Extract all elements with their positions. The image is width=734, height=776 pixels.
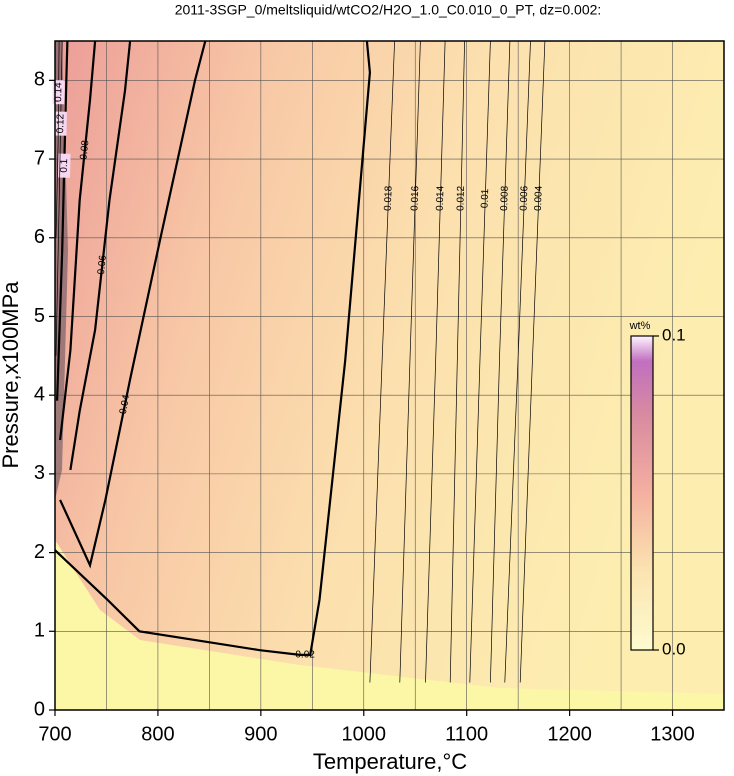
x-tick-label: 900	[244, 723, 277, 745]
contour-line	[449, 40, 465, 683]
contour-line	[54, 40, 372, 656]
contour-label-group: 0.014	[435, 185, 447, 211]
colorbar-label: wt%	[629, 320, 651, 332]
contour-line	[425, 40, 446, 683]
contour-label: 0.014	[435, 185, 447, 211]
contour-label-group: 0.01	[480, 188, 492, 208]
contour-line	[519, 40, 546, 683]
x-axis-label: Temperature,°C	[313, 749, 467, 774]
contour-label: 0.018	[383, 185, 395, 211]
y-tick-label: 3	[34, 462, 45, 484]
y-axis-label: Pressure,x100MPa	[0, 281, 23, 469]
contour-line	[55, 40, 60, 238]
contour-label-group: 0.012	[455, 185, 467, 211]
x-tick-label: 1300	[650, 723, 695, 745]
field	[55, 41, 724, 710]
contour-label: 0.1	[59, 158, 70, 173]
y-tick-label: 6	[34, 226, 45, 248]
contour-line	[399, 40, 421, 683]
contour-label-group: 0.006	[518, 185, 530, 211]
plot-frame	[54, 40, 725, 711]
contour-label-group: 0.1	[58, 153, 71, 178]
contour-label: 0.016	[409, 185, 421, 211]
y-tick-label: 0	[34, 698, 45, 720]
contour-line	[369, 40, 395, 683]
y-tick-label: 2	[34, 541, 45, 563]
contour-label-group: 0.06	[96, 254, 109, 275]
contour-line	[69, 40, 132, 471]
contour-line	[59, 40, 97, 441]
colorbar	[630, 335, 654, 651]
contour-label-group: 0.04	[118, 394, 133, 416]
x-tick-label: 1000	[342, 723, 387, 745]
contour-label-group: 0.004	[533, 185, 545, 211]
contour-label: 0.08	[78, 139, 91, 160]
chart-title: 2011-3SGP_0/meltsliquid/wtCO2/H2O_1.0_C0…	[175, 2, 602, 18]
contour-label: 0.004	[533, 185, 545, 211]
x-tick-label: 800	[141, 723, 174, 745]
contour-label: 0.04	[118, 394, 133, 416]
contour-label: 0.008	[499, 185, 511, 211]
x-tick-label: 1200	[547, 723, 592, 745]
contour-label: 0.006	[518, 185, 530, 211]
contour-label-group: 0.08	[78, 139, 91, 160]
contour-label: 0.12	[55, 113, 66, 133]
contour-label: 0.01	[480, 188, 492, 208]
contour-line	[490, 40, 511, 683]
contour-label-bg	[58, 153, 71, 178]
low-pressure-field	[55, 540, 724, 710]
contour-label: 0.02	[295, 650, 315, 661]
contour-line	[504, 40, 531, 683]
contour-line	[469, 40, 491, 683]
y-tick-label: 4	[34, 383, 45, 405]
colorbar-tick-label: 0.1	[662, 325, 686, 344]
contour-label-group: 0.02	[295, 650, 315, 661]
contour-label-group: 0.016	[409, 185, 421, 211]
y-tick-label: 8	[34, 69, 45, 91]
x-tick-label: 700	[38, 723, 71, 745]
colorbar-tick-label: 0.0	[662, 639, 686, 658]
x-tick-label: 1100	[445, 723, 488, 745]
contour-label: 0.06	[96, 254, 109, 275]
y-tick-label: 1	[34, 620, 45, 642]
contour-label-group: 0.12	[54, 111, 67, 136]
contour-line	[59, 40, 207, 569]
y-tick-label: 7	[34, 147, 45, 169]
contour-label-bg	[54, 111, 67, 136]
contour-label-group: 0.018	[383, 185, 395, 211]
contour-label-group: 0.008	[499, 185, 511, 211]
contour-label: 0.14	[53, 82, 64, 102]
contour-label: 0.012	[455, 185, 467, 211]
y-tick-label: 5	[34, 305, 45, 327]
